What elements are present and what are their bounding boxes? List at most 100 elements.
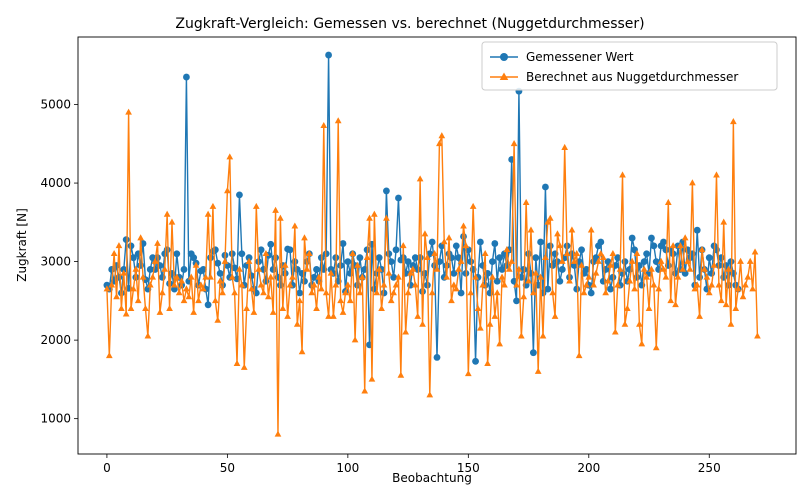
x-tick-label: 200 xyxy=(577,461,600,475)
data-point xyxy=(544,285,552,293)
data-point xyxy=(556,277,564,285)
data-point xyxy=(554,230,561,237)
data-point xyxy=(199,285,207,292)
data-point xyxy=(597,238,605,246)
data-point xyxy=(746,257,754,264)
data-point xyxy=(397,371,405,378)
x-axis-ticks: 0 50 100 150 200 250 xyxy=(103,454,721,475)
data-point xyxy=(404,258,412,265)
data-point xyxy=(142,304,149,311)
data-point xyxy=(272,206,279,213)
data-point xyxy=(609,249,617,257)
data-point xyxy=(219,289,226,296)
legend-entry-measured: Gemessener Wert xyxy=(490,50,634,64)
data-point xyxy=(426,391,434,398)
data-point xyxy=(693,281,701,288)
data-point xyxy=(113,293,120,300)
data-point xyxy=(211,297,219,304)
data-point xyxy=(657,257,665,264)
x-tick-label: 0 xyxy=(103,461,111,475)
data-point xyxy=(573,285,581,293)
data-point xyxy=(660,238,667,246)
data-point xyxy=(510,140,518,147)
y-tick-label: 5000 xyxy=(40,98,71,112)
data-point xyxy=(216,277,224,284)
data-point xyxy=(424,253,431,260)
data-point xyxy=(358,273,366,280)
data-point xyxy=(318,285,325,292)
data-point xyxy=(472,357,479,365)
data-point xyxy=(604,277,612,284)
data-point xyxy=(609,273,617,281)
y-tick-label: 3000 xyxy=(40,255,71,269)
data-point xyxy=(696,312,703,319)
data-point xyxy=(573,249,581,257)
data-point xyxy=(652,344,660,351)
data-point xyxy=(549,262,557,269)
data-point xyxy=(486,320,494,327)
data-point xyxy=(614,281,622,288)
data-point xyxy=(250,308,258,315)
data-point xyxy=(173,273,181,280)
data-point xyxy=(322,289,330,296)
data-point xyxy=(530,289,537,296)
data-point xyxy=(378,304,385,311)
data-point xyxy=(621,258,629,265)
data-point xyxy=(211,246,219,254)
data-point xyxy=(161,265,169,272)
data-point xyxy=(525,277,532,284)
data-point xyxy=(190,254,198,262)
data-point xyxy=(493,289,501,296)
data-point xyxy=(354,261,361,268)
data-point xyxy=(252,202,260,209)
legend-marker-measured xyxy=(500,53,508,61)
data-point xyxy=(178,277,185,284)
data-point xyxy=(168,218,176,225)
data-point xyxy=(286,246,294,254)
data-point xyxy=(498,266,506,273)
data-point xyxy=(457,257,465,264)
data-point xyxy=(110,249,118,257)
data-point xyxy=(139,273,147,280)
data-point xyxy=(650,242,658,250)
data-point xyxy=(599,253,607,260)
data-point xyxy=(476,238,484,246)
data-point xyxy=(587,226,595,233)
data-point xyxy=(484,359,491,366)
data-point xyxy=(346,297,354,304)
data-point xyxy=(433,265,441,272)
data-point xyxy=(342,289,349,296)
data-point xyxy=(522,198,530,205)
data-point xyxy=(684,257,691,264)
data-point xyxy=(334,117,342,124)
data-point xyxy=(628,257,636,264)
data-point xyxy=(705,254,713,262)
data-point xyxy=(231,289,238,296)
data-point xyxy=(103,285,111,292)
data-point xyxy=(546,214,554,221)
data-point xyxy=(501,281,508,288)
data-point xyxy=(669,242,677,249)
data-point xyxy=(621,320,629,327)
data-point xyxy=(190,308,197,315)
data-point xyxy=(674,273,682,280)
x-tick-label: 150 xyxy=(457,461,480,475)
data-point xyxy=(238,281,246,288)
data-point xyxy=(255,265,263,272)
data-point xyxy=(640,265,648,272)
data-point xyxy=(409,262,417,269)
data-point xyxy=(650,281,658,288)
data-point xyxy=(532,269,540,276)
data-point xyxy=(226,153,234,160)
data-point xyxy=(293,320,301,327)
data-point xyxy=(214,316,222,323)
data-point xyxy=(563,249,571,257)
data-point xyxy=(195,297,202,304)
x-axis-label: Beobachtung xyxy=(392,471,472,485)
data-point xyxy=(257,246,265,254)
data-point xyxy=(122,236,130,244)
data-point xyxy=(628,234,636,242)
data-point xyxy=(284,312,291,319)
data-point xyxy=(192,261,200,268)
data-point xyxy=(339,240,347,247)
